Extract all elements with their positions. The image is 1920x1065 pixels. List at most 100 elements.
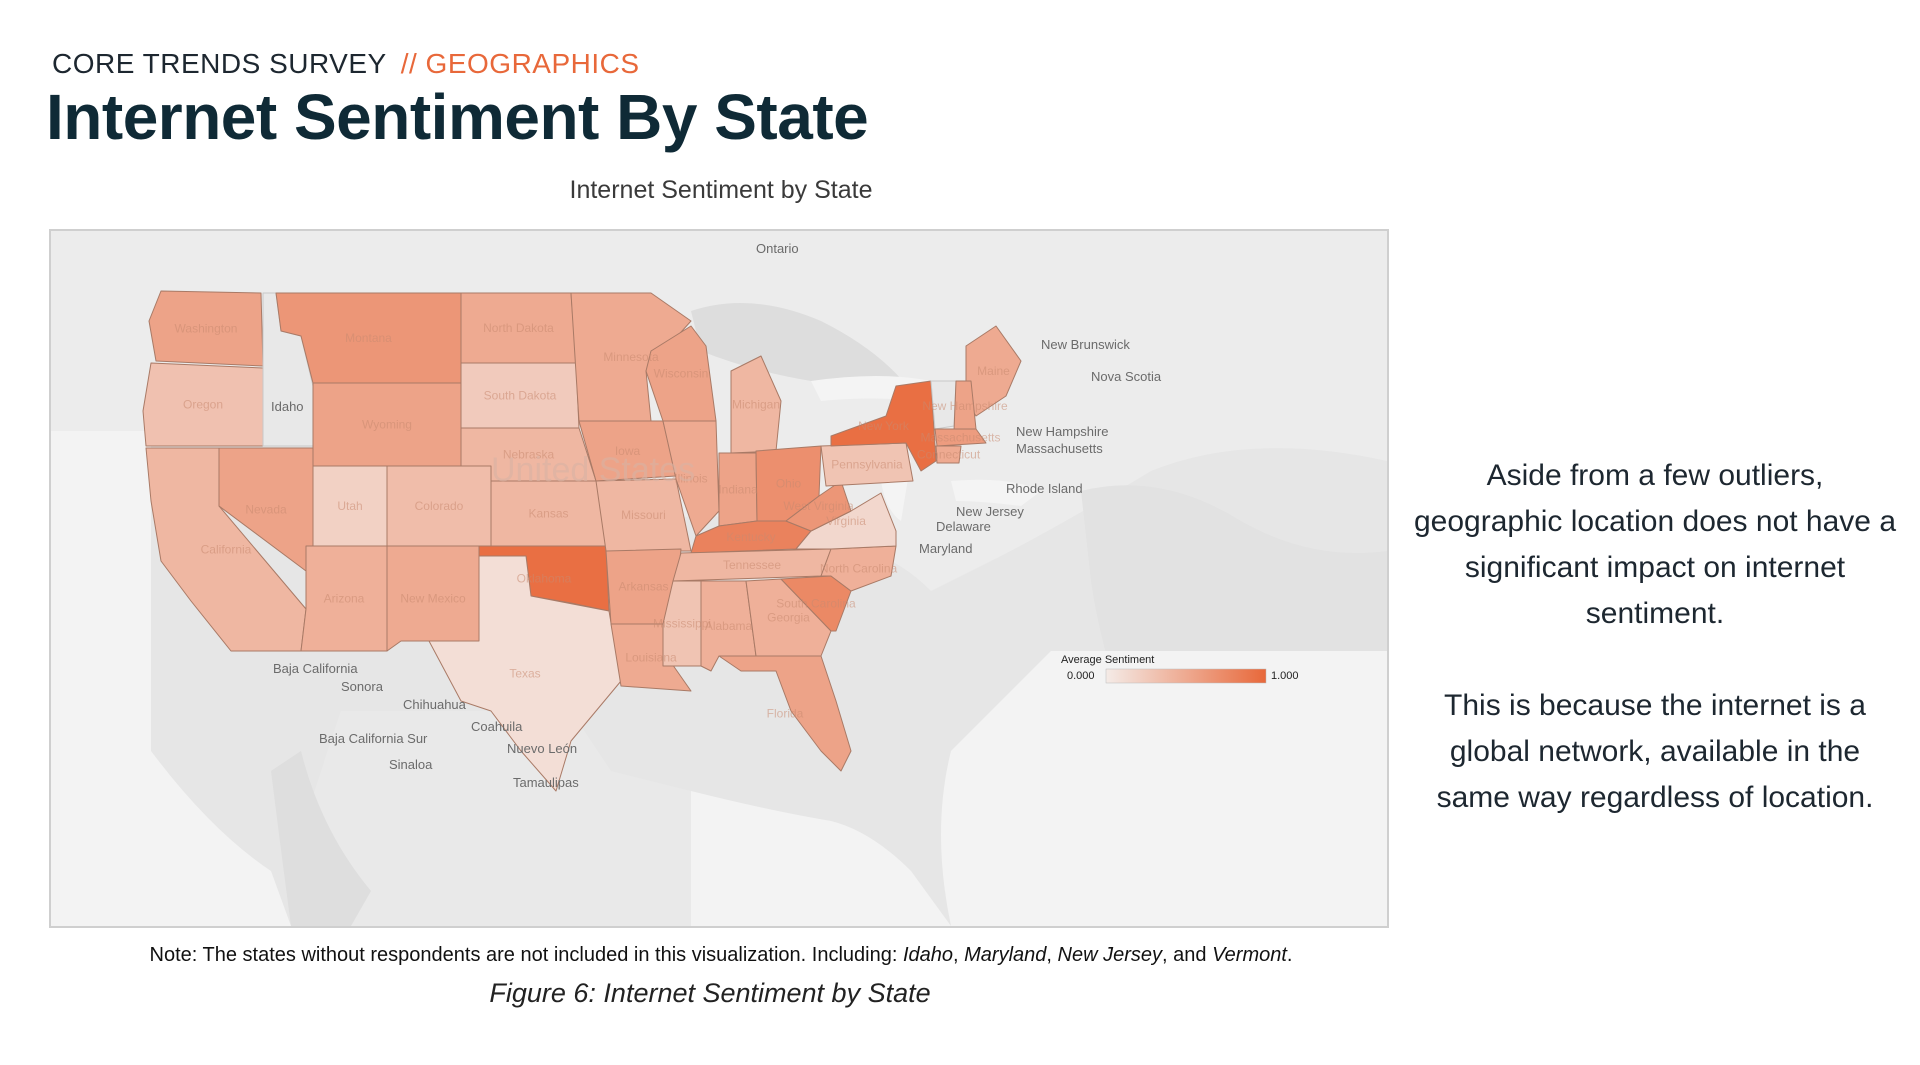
- label-maryland: Maryland: [919, 541, 972, 556]
- legend-max-label: 1.000: [1271, 670, 1299, 682]
- label-rhode-island: Rhode Island: [1006, 481, 1083, 496]
- label-baja-california-sur: Baja California Sur: [319, 731, 428, 746]
- state-name-label: Kentucky: [726, 530, 775, 544]
- label-new-brunswick: New Brunswick: [1041, 337, 1130, 352]
- state-name-label: North Dakota: [483, 321, 554, 335]
- note-sep-1: ,: [953, 944, 965, 966]
- label-massachusetts: Massachusetts: [1016, 441, 1103, 456]
- legend-title: Average Sentiment: [1061, 654, 1154, 666]
- lake-huron-erie: [951, 479, 1041, 506]
- note-state-1: Idaho: [902, 944, 954, 966]
- note-state-3: New Jersey: [1057, 944, 1163, 966]
- label-tamaulipas: Tamaulipas: [513, 775, 579, 790]
- kicker-label: CORE TRENDS SURVEY: [52, 48, 387, 79]
- state-name-label: California: [201, 543, 252, 557]
- page-title: Internet Sentiment By State: [46, 81, 869, 153]
- label-ontario: Ontario: [756, 241, 799, 256]
- state-name-label: South Carolina: [776, 597, 856, 611]
- state-name-label: Oklahoma: [517, 572, 572, 586]
- footnote: Note: The states without respondents are…: [0, 944, 1442, 967]
- note-sep-2: ,: [1046, 944, 1058, 966]
- hudson-area: [691, 303, 911, 395]
- pacific-ocean: [51, 431, 291, 926]
- kicker-accent: // GEOGRAPHICS: [400, 48, 640, 79]
- note-suffix: .: [1286, 944, 1293, 966]
- state-georgia: [745, 578, 832, 657]
- map-title: Internet Sentiment by State: [569, 176, 873, 204]
- state-missouri: [595, 478, 692, 552]
- gulf-of-mexico: [691, 791, 951, 926]
- state-florida: [718, 655, 852, 772]
- state-name-label: Wisconsin: [654, 367, 709, 381]
- state-new-york: [830, 380, 937, 472]
- figure-caption: Figure 6: Internet Sentiment by State: [489, 978, 931, 1008]
- state-michigan: [730, 355, 782, 454]
- state-name-label: Virginia: [826, 514, 866, 528]
- state-name-label: Michigan: [732, 398, 780, 412]
- state-name-label: Kansas: [528, 507, 568, 521]
- state-west-virginia: [785, 480, 852, 532]
- label-united-states: United States: [491, 451, 695, 489]
- state-name-label: Missouri: [621, 508, 666, 522]
- state-name-label: Nevada: [245, 503, 287, 517]
- state-name-label: Pennsylvania: [831, 458, 903, 472]
- state-name-label: Mississippi: [653, 617, 711, 631]
- state-name-label: Maine: [977, 364, 1010, 378]
- state-name-label: Illinois: [674, 472, 707, 486]
- state-name-label: Massachusetts: [920, 431, 1000, 445]
- note-state-2: Maryland: [964, 944, 1047, 966]
- label-sonora: Sonora: [341, 679, 384, 694]
- state-washington: [148, 290, 264, 367]
- section-kicker: CORE TRENDS SURVEY // GEOGRAPHICS: [52, 48, 640, 80]
- state-name-label: Montana: [345, 331, 392, 345]
- map-svg: Washington Oregon California Nevada Montana W…: [51, 231, 1387, 926]
- state-name-label: New Mexico: [400, 592, 466, 606]
- state-name-label: Florida: [767, 707, 804, 721]
- state-name-label: Minnesota: [603, 350, 659, 364]
- state-name-label: Utah: [337, 499, 362, 513]
- side-paragraph-2: This is because the internet is a global…: [1436, 689, 1874, 814]
- state-name-label: Alabama: [705, 619, 753, 633]
- state-name-label: Arkansas: [618, 580, 668, 594]
- state-texas: [428, 555, 622, 792]
- state-name-label: Iowa: [615, 444, 641, 458]
- state-arizona: [300, 545, 388, 652]
- state-illinois: [662, 420, 720, 537]
- legend-min-label: 0.000: [1067, 670, 1095, 682]
- legend-gradient-bar: [1105, 668, 1267, 684]
- state-name-label: Arizona: [324, 592, 365, 606]
- state-name-label: South Dakota: [484, 389, 557, 403]
- label-new-hampshire: New Hampshire: [1016, 424, 1108, 439]
- side-paragraph-1: Aside from a few outliers, geographic lo…: [1413, 459, 1897, 630]
- state-name-label: Washington: [175, 322, 238, 336]
- label-nova-scotia: Nova Scotia: [1091, 369, 1162, 384]
- choropleth-map: Washington Oregon California Nevada Montana W…: [49, 229, 1389, 928]
- state-name-label: Louisiana: [625, 651, 677, 665]
- note-prefix: Note: The states without respondents are…: [149, 944, 903, 966]
- state-massachusetts: [934, 428, 987, 447]
- map-legend: Average Sentiment 0.000 1.000: [1061, 654, 1299, 684]
- label-coahuila: Coahuila: [471, 719, 523, 734]
- note-state-4: Vermont: [1212, 944, 1287, 966]
- label-sinaloa: Sinaloa: [389, 757, 433, 772]
- state-mississippi: [662, 580, 702, 667]
- atlantic-ocean: [941, 651, 1387, 926]
- state-name-label: Colorado: [415, 499, 464, 513]
- label-delaware: Delaware: [936, 519, 991, 534]
- label-idaho: Idaho: [271, 399, 304, 414]
- state-name-label: North Carolina: [820, 562, 898, 576]
- label-new-jersey: New Jersey: [956, 504, 1024, 519]
- baja-peninsula: [271, 751, 371, 926]
- state-name-label: Oregon: [183, 398, 223, 412]
- state-name-label: Wyoming: [362, 418, 412, 432]
- state-name-label: Ohio: [776, 477, 802, 491]
- state-oregon: [142, 362, 264, 447]
- state-name-label: New Hampshire: [922, 399, 1008, 413]
- state-name-label: West Virginia: [783, 499, 854, 513]
- state-name-label: Texas: [509, 667, 540, 681]
- label-chihuahua: Chihuahua: [403, 697, 467, 712]
- note-sep-3: , and: [1162, 944, 1213, 966]
- state-name-label: Indiana: [718, 483, 758, 497]
- state-name-label: New York: [858, 419, 910, 433]
- state-name-label: Connecticut: [917, 448, 981, 462]
